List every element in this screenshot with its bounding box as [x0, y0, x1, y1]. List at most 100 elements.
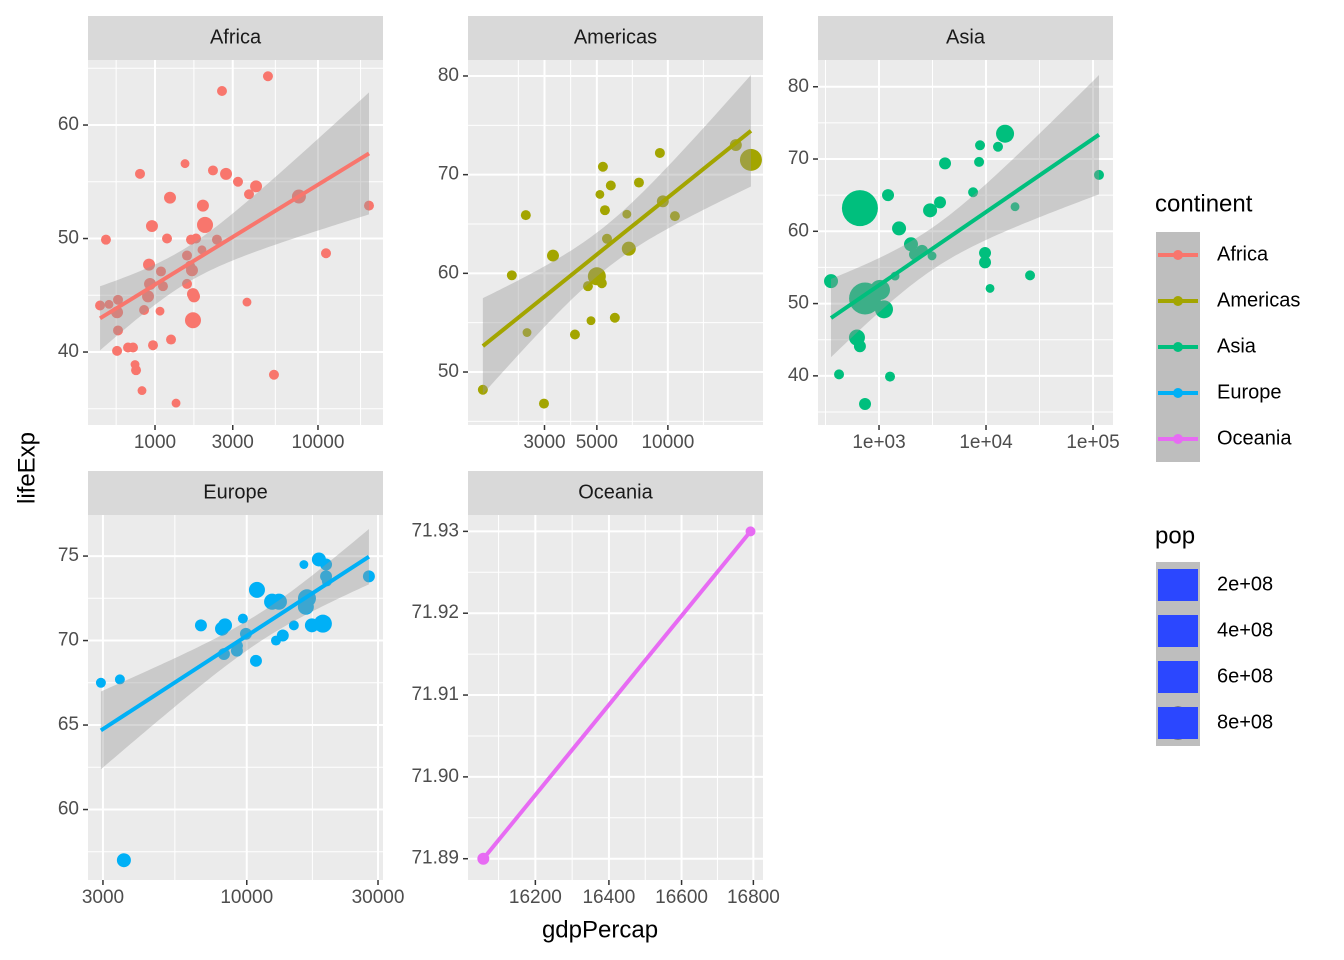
y-tick-label: 50	[438, 361, 459, 382]
y-tick-label: 70	[58, 630, 79, 651]
point	[586, 316, 596, 326]
strip-label: Africa	[210, 26, 262, 48]
point	[622, 209, 632, 219]
point	[974, 156, 985, 167]
legend-title: pop	[1155, 522, 1195, 549]
legend-label: 4e+08	[1217, 619, 1273, 641]
point	[114, 674, 125, 685]
confidence-band	[831, 75, 1099, 358]
point	[985, 283, 995, 293]
x-tick-label: 16800	[727, 887, 780, 908]
point	[145, 220, 158, 233]
strip-label: Americas	[574, 26, 657, 48]
x-tick-label: 16600	[655, 887, 708, 908]
point	[196, 199, 209, 212]
y-tick-label: 70	[438, 164, 459, 185]
point	[233, 176, 243, 187]
point	[148, 340, 158, 351]
y-tick-label: 80	[438, 65, 459, 86]
y-tick-label: 71.90	[411, 766, 459, 787]
point	[268, 369, 279, 380]
point	[162, 233, 173, 244]
legend-title: continent	[1155, 190, 1253, 217]
x-tick-label: 3000	[82, 887, 124, 908]
point	[249, 654, 262, 667]
point	[975, 140, 986, 151]
strip	[468, 471, 763, 515]
point	[633, 177, 644, 188]
point	[313, 614, 332, 633]
point	[116, 853, 131, 868]
point	[993, 141, 1003, 152]
x-tick-label: 3000	[523, 432, 565, 453]
point	[104, 299, 114, 309]
confidence-band	[482, 74, 751, 395]
confidence-band	[100, 92, 369, 351]
point	[237, 613, 248, 624]
point	[569, 329, 580, 340]
point	[669, 211, 680, 222]
point	[1010, 202, 1020, 212]
legend-label: 8e+08	[1217, 711, 1273, 733]
point	[927, 251, 937, 261]
panel-background	[88, 515, 383, 880]
point	[522, 328, 532, 337]
point	[216, 85, 227, 96]
trend-line	[481, 129, 753, 348]
point	[242, 297, 252, 307]
point	[197, 245, 207, 255]
point	[547, 249, 559, 262]
point	[248, 581, 265, 598]
point	[95, 300, 106, 311]
y-tick-label: 50	[58, 228, 79, 249]
legend-point	[1173, 434, 1183, 444]
legend-key	[1158, 569, 1198, 601]
x-tick-label: 30000	[352, 887, 405, 908]
plot-area	[477, 74, 762, 409]
x-tick-label: 16200	[509, 887, 562, 908]
panel-background	[818, 60, 1113, 425]
y-tick-label: 60	[58, 799, 79, 820]
point	[824, 274, 839, 289]
y-tick-label: 71.91	[411, 684, 459, 705]
y-axis-title: lifeExp	[13, 432, 40, 504]
strip-label: Europe	[203, 481, 268, 503]
y-tick-label: 80	[788, 76, 809, 97]
point	[155, 306, 165, 316]
point	[477, 384, 488, 395]
point	[288, 620, 299, 631]
point	[595, 189, 605, 199]
point	[182, 250, 193, 261]
point	[95, 677, 106, 688]
x-tick-label: 1e+04	[959, 432, 1013, 453]
legend-label: Asia	[1217, 335, 1257, 357]
point	[605, 180, 616, 191]
point	[270, 593, 287, 610]
point	[885, 371, 896, 382]
x-axis-title: gdpPercap	[542, 916, 658, 943]
point	[100, 234, 111, 245]
legend-key	[1158, 661, 1198, 693]
point	[996, 124, 1015, 143]
point	[157, 281, 168, 292]
trend-line	[99, 554, 370, 733]
point	[299, 560, 309, 569]
point	[262, 71, 273, 82]
y-tick-label: 60	[788, 220, 809, 241]
legend-label: Oceania	[1217, 427, 1292, 449]
legend-point	[1173, 342, 1183, 352]
point	[185, 264, 198, 277]
point	[892, 221, 907, 236]
point	[538, 398, 549, 409]
y-tick-label: 71.93	[411, 520, 459, 541]
legend-label: Africa	[1217, 243, 1269, 265]
point	[601, 233, 612, 244]
point	[184, 312, 201, 329]
y-tick-label: 71.92	[411, 602, 459, 623]
x-tick-label: 1e+05	[1066, 432, 1119, 453]
point	[180, 159, 190, 169]
point	[968, 187, 979, 198]
point	[596, 278, 607, 289]
point	[131, 365, 142, 376]
